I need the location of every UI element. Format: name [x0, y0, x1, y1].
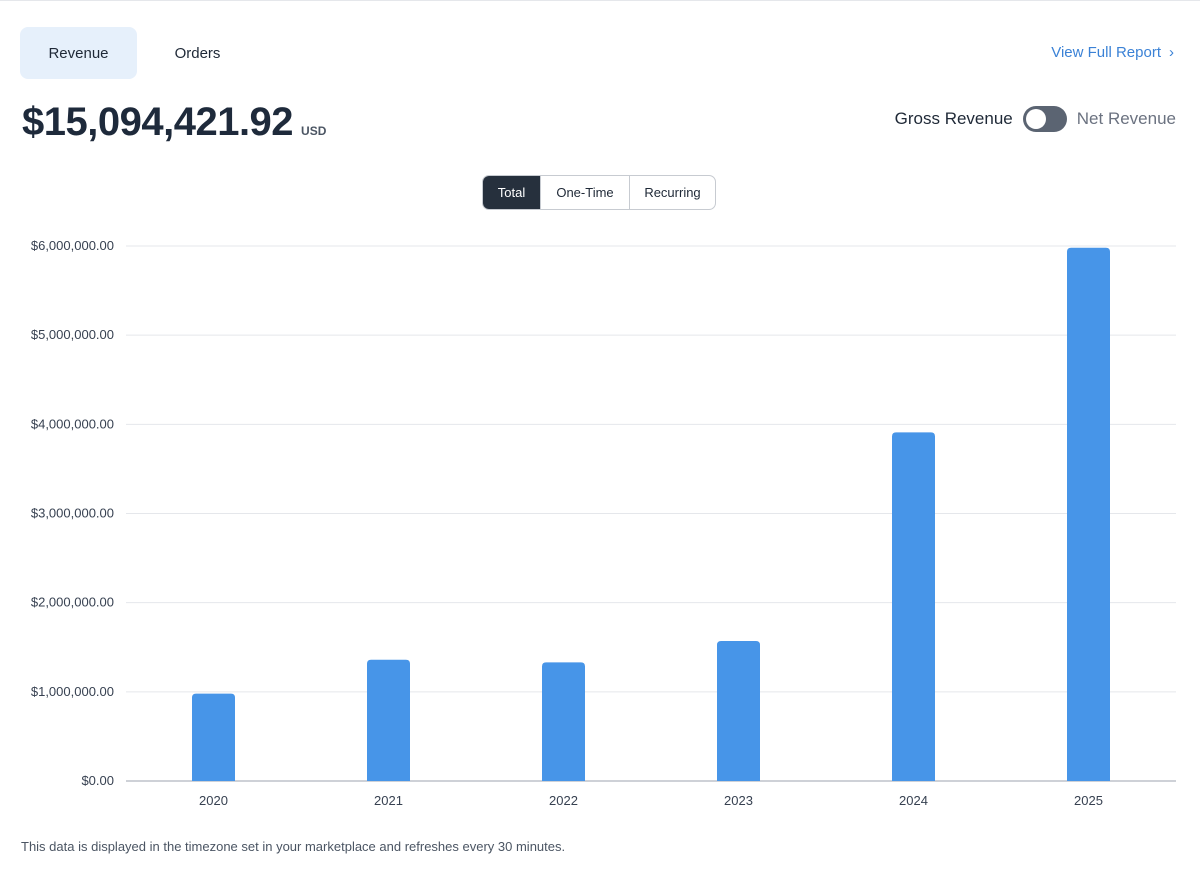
currency-code: USD — [301, 124, 327, 138]
x-tick-label: 2024 — [899, 793, 928, 808]
toggle-knob — [1025, 109, 1046, 129]
y-tick-label: $0.00 — [81, 773, 114, 788]
bar-2022[interactable] — [542, 662, 585, 781]
x-tick-label: 2022 — [549, 793, 578, 808]
x-tick-label: 2021 — [374, 793, 403, 808]
x-tick-label: 2020 — [199, 793, 228, 808]
tab-orders[interactable]: Orders — [174, 44, 221, 62]
y-tick-label: $4,000,000.00 — [31, 416, 114, 431]
y-tick-label: $1,000,000.00 — [31, 684, 114, 699]
bar-2021[interactable] — [367, 659, 410, 781]
revenue-amount: $15,094,421.92 — [22, 100, 294, 144]
view-full-report-link[interactable]: View Full Report › — [1051, 44, 1174, 61]
x-tick-label: 2025 — [1074, 793, 1103, 808]
y-tick-label: $2,000,000.00 — [31, 595, 114, 610]
bar-2025[interactable] — [1067, 247, 1110, 781]
segment-total[interactable]: Total — [483, 176, 540, 209]
y-tick-label: $3,000,000.00 — [31, 506, 114, 521]
revenue-type-toggle[interactable] — [1022, 106, 1067, 132]
x-tick-label: 2023 — [724, 793, 753, 808]
gross-revenue-label: Gross Revenue — [894, 109, 1013, 128]
data-footnote: This data is displayed in the timezone s… — [21, 839, 566, 854]
y-tick-label: $5,000,000.00 — [31, 327, 114, 342]
bar-2023[interactable] — [717, 641, 760, 781]
revenue-bar-chart: $0.00 $1,000,000.00 $2,000,000.00 $3,000,00… — [31, 238, 1176, 808]
revenue-type-toggle-row: Gross Revenue Net Revenue — [895, 106, 1176, 132]
chevron-right-icon: › — [1169, 44, 1174, 61]
revenue-type-segmented-control: Total One-Time Recurring — [482, 175, 716, 210]
top-divider — [0, 0, 1200, 1]
tab-revenue[interactable]: Revenue — [20, 27, 137, 79]
y-tick-label: $6,000,000.00 — [31, 238, 114, 253]
bar-2024[interactable] — [892, 432, 935, 781]
segment-one-time[interactable]: One-Time — [540, 176, 629, 209]
bar-2020[interactable] — [192, 693, 235, 781]
segment-recurring[interactable]: Recurring — [629, 176, 715, 209]
revenue-total: $15,094,421.92 USD — [22, 100, 326, 145]
net-revenue-label: Net Revenue — [1076, 109, 1176, 128]
view-full-report-label: View Full Report — [1051, 44, 1161, 61]
